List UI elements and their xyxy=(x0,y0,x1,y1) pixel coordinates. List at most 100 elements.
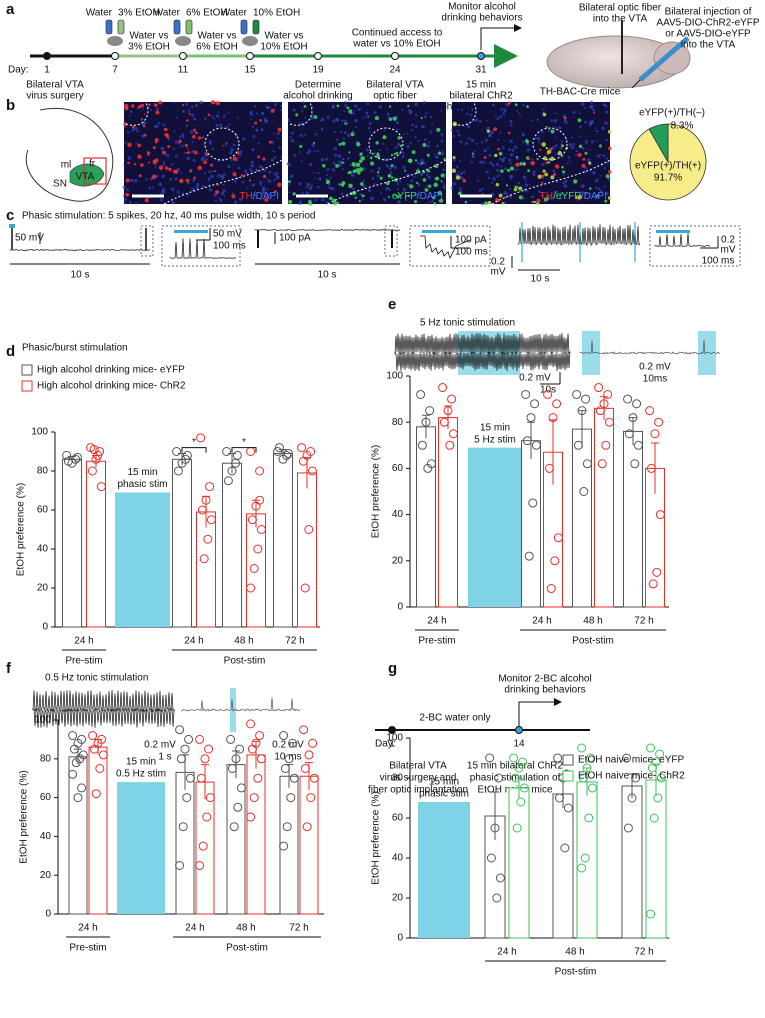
ml-outline xyxy=(125,102,149,126)
micrograph-dot xyxy=(181,132,184,136)
micrograph-dot xyxy=(306,182,311,187)
micrograph-dot xyxy=(162,160,165,164)
micrograph-cell xyxy=(370,161,375,166)
micrograph-dot xyxy=(461,108,464,111)
micrograph-cell xyxy=(270,108,275,113)
y-tick-label: 20 xyxy=(37,583,49,594)
micrograph-cell xyxy=(500,169,504,173)
bottle xyxy=(117,19,125,35)
micrograph-dot xyxy=(291,131,295,135)
micrograph-dot xyxy=(535,137,537,140)
data-point xyxy=(628,413,638,423)
data-point xyxy=(601,440,611,450)
micrograph-dot xyxy=(255,112,258,115)
micrograph-dot xyxy=(299,134,301,137)
micrograph-dot xyxy=(193,117,197,121)
legend-title: Phasic/burst stimulation xyxy=(22,343,128,354)
micrograph-dot xyxy=(273,198,275,201)
micrograph-dot xyxy=(236,116,239,119)
schematic-label: SN xyxy=(53,179,67,190)
micrograph-dot xyxy=(494,115,497,118)
micrograph-cell xyxy=(605,174,610,179)
timeline-point xyxy=(515,726,523,734)
micrograph-dot xyxy=(272,172,275,175)
micrograph-cell xyxy=(462,178,467,183)
micrograph-cell xyxy=(189,169,192,173)
micrograph-dot xyxy=(559,146,563,150)
micrograph-cell xyxy=(336,104,340,108)
micrograph-dot xyxy=(411,123,414,127)
micrograph-cell xyxy=(518,195,523,200)
micrograph-dot xyxy=(485,170,489,174)
data-point xyxy=(195,861,205,870)
micrograph-dot xyxy=(563,184,568,188)
micrograph-dot xyxy=(213,117,216,120)
micrograph-dot xyxy=(232,163,235,166)
micrograph-dot xyxy=(223,173,226,176)
syringe-needle xyxy=(631,79,641,89)
micrograph-dot xyxy=(154,125,157,128)
group-label: Post-stim xyxy=(555,967,597,978)
data-point xyxy=(206,515,216,525)
micrograph-cell xyxy=(385,181,390,186)
micrograph-cell xyxy=(387,173,392,178)
data-point xyxy=(573,440,583,450)
data-point xyxy=(653,793,663,803)
micrograph-dot xyxy=(550,197,553,200)
panel-letter: g xyxy=(388,660,397,677)
data-point xyxy=(286,793,296,803)
micrograph-dot xyxy=(443,176,446,179)
micrograph-dot xyxy=(199,100,204,105)
legend-label: EtOH naive mice- eYFP xyxy=(578,755,684,766)
micrograph-dot xyxy=(383,198,387,202)
micrograph-dot xyxy=(492,177,496,181)
data-point xyxy=(650,429,660,439)
micrograph-dot xyxy=(273,178,276,182)
micrograph-dot xyxy=(414,102,418,106)
micrograph-dot xyxy=(571,136,574,139)
micrograph-dot xyxy=(562,181,566,185)
micrograph-dot xyxy=(349,164,352,167)
micrograph-dot xyxy=(481,202,485,206)
micrograph-dot xyxy=(588,122,593,126)
period-label: 3% EtOH xyxy=(128,42,170,53)
micrograph-dot xyxy=(488,153,492,157)
micrograph-dot xyxy=(491,163,495,167)
micrograph-cell xyxy=(165,133,169,138)
micrograph-dot xyxy=(536,136,541,141)
micrograph-cell xyxy=(325,181,329,185)
micrograph-dot xyxy=(352,187,355,191)
micrograph-dot xyxy=(441,149,444,152)
data-point xyxy=(603,389,613,399)
micrograph-dot xyxy=(162,190,166,194)
bar xyxy=(576,781,598,939)
micrograph-dot xyxy=(495,162,500,166)
micrograph-dot xyxy=(414,135,417,139)
micrograph-cell xyxy=(379,176,383,180)
micrograph-cell xyxy=(592,111,596,114)
micrograph-cell xyxy=(138,174,142,178)
micrograph-dot xyxy=(480,187,484,191)
micrograph-dot xyxy=(367,126,371,130)
micrograph-cell xyxy=(539,148,542,151)
data-point xyxy=(646,463,656,473)
day-label: 7 xyxy=(112,65,118,76)
micrograph-dot xyxy=(567,156,571,159)
micrograph-cell xyxy=(348,170,352,174)
micrograph-dot xyxy=(315,133,318,136)
micrograph-cell xyxy=(577,194,583,200)
micrograph-dot xyxy=(316,150,319,153)
micrograph-cell xyxy=(505,184,509,187)
micrograph-dot xyxy=(605,110,609,114)
stim-label: phasic stim xyxy=(419,789,469,800)
micrograph-cell xyxy=(498,193,503,198)
micrograph-dot xyxy=(596,154,600,158)
micrograph-cell xyxy=(341,181,346,185)
micrograph-cell xyxy=(257,155,261,159)
scale-label: mV xyxy=(721,245,736,256)
micrograph-dot xyxy=(436,144,439,148)
data-point xyxy=(572,389,582,399)
data-point xyxy=(582,459,592,469)
period-label: Monitor 2-BC alcohol xyxy=(498,674,591,685)
micrograph-dot xyxy=(415,114,418,117)
